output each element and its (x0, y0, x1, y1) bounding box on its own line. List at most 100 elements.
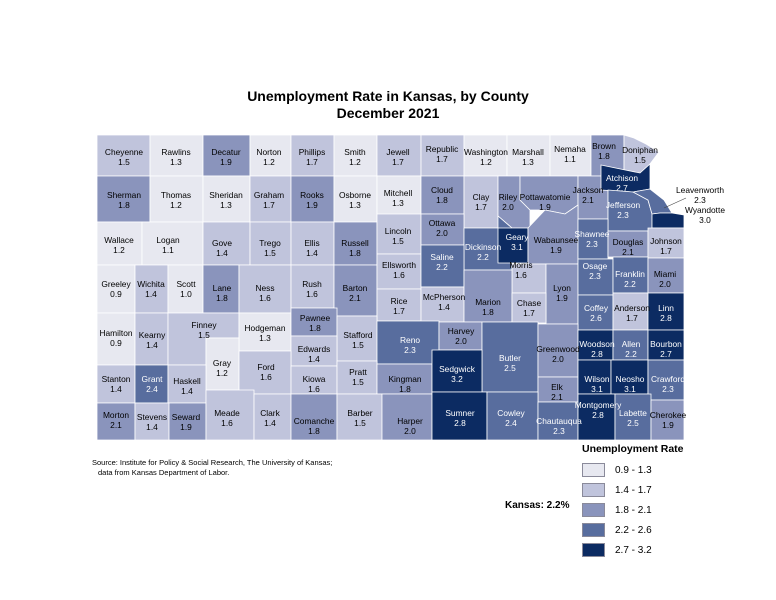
county-name-ellsworth: Ellsworth (382, 260, 416, 270)
county-name-bourbon: Bourbon (650, 339, 682, 349)
county-name-dickinson: Dickinson (465, 242, 502, 252)
county-value-neosho: 3.1 (624, 384, 636, 394)
county-value-sedgwick: 3.2 (451, 374, 463, 384)
legend-label: 1.8 - 2.1 (615, 504, 652, 516)
county-value-sherman: 1.8 (118, 200, 130, 210)
county-value-harper: 2.0 (404, 426, 416, 436)
county-value-meade: 1.6 (221, 418, 233, 428)
legend-item: 1.4 - 1.7 (582, 481, 742, 499)
county-value-chautauqua: 2.3 (553, 426, 565, 436)
county-value-wyandotte: 3.0 (699, 215, 711, 225)
county-value-wichita: 1.4 (145, 289, 157, 299)
county-name-miami: Miami (654, 269, 676, 279)
county-name-atchison: Atchison (606, 173, 638, 183)
county-value-osage: 2.3 (589, 271, 601, 281)
county-value-allen: 2.2 (625, 349, 637, 359)
county-name-sheridan: Sheridan (209, 190, 243, 200)
county-name-washington: Washington (464, 147, 508, 157)
county-value-haskell: 1.4 (181, 386, 193, 396)
county-value-saline: 2.2 (436, 262, 448, 272)
county-value-bourbon: 2.7 (660, 349, 672, 359)
legend-items: 0.9 - 1.3 1.4 - 1.7 1.8 - 2.1 2.2 - 2.6 2.7 … (582, 461, 742, 559)
county-value-riley: 2.0 (502, 202, 514, 212)
county-name-wabaunsee: Wabaunsee (534, 235, 579, 245)
county-name-kiowa: Kiowa (303, 374, 326, 384)
county-name-sherman: Sherman (107, 190, 141, 200)
county-value-ellsworth: 1.6 (393, 270, 405, 280)
county-value-comanche: 1.8 (308, 426, 320, 436)
county-value-sumner: 2.8 (454, 418, 466, 428)
county-name-sumner: Sumner (445, 408, 475, 418)
county-name-norton: Norton (256, 147, 281, 157)
county-name-kearny: Kearny (139, 330, 166, 340)
county-name-chase: Chase (517, 298, 542, 308)
county-value-gove: 1.4 (216, 248, 228, 258)
county-value-seward: 1.9 (180, 422, 192, 432)
county-value-chase: 1.7 (523, 308, 535, 318)
county-name-stevens: Stevens (137, 412, 167, 422)
county-value-shawnee: 2.3 (586, 239, 598, 249)
county-name-barber: Barber (347, 408, 372, 418)
county-name-pratt: Pratt (349, 367, 367, 377)
county-value-rice: 1.7 (393, 306, 405, 316)
county-name-smith: Smith (344, 147, 366, 157)
county-name-gray: Gray (213, 358, 232, 368)
county-value-wilson: 3.1 (591, 384, 603, 394)
county-value-cloud: 1.8 (436, 195, 448, 205)
legend-label: 2.2 - 2.6 (615, 524, 652, 536)
legend-item: 2.7 - 3.2 (582, 541, 742, 559)
county-name-osborne: Osborne (339, 190, 371, 200)
statewide-rate: Kansas: 2.2% (505, 500, 570, 511)
county-value-thomas: 1.2 (170, 200, 182, 210)
county-name-phillips: Phillips (299, 147, 326, 157)
county-value-butler: 2.5 (504, 363, 516, 373)
county-value-brown: 1.8 (598, 151, 610, 161)
county-name-chautauqua: Chautauqua (536, 416, 582, 426)
county-value-stafford: 1.5 (352, 340, 364, 350)
leavenworth-leader-line (663, 197, 687, 209)
county-name-linn: Linn (658, 303, 674, 313)
county-value-crawford: 2.3 (662, 384, 674, 394)
county-name-rush: Rush (302, 279, 322, 289)
county-value-atchison: 2.7 (616, 183, 628, 193)
county-value-gray: 1.2 (216, 368, 228, 378)
county-name-johnson: Johnson (650, 236, 682, 246)
county-name-clay: Clay (473, 192, 491, 202)
legend-swatch (582, 503, 605, 517)
county-value-dickinson: 2.2 (477, 252, 489, 262)
county-name-cherokee: Cherokee (650, 410, 687, 420)
legend-item: 0.9 - 1.3 (582, 461, 742, 479)
county-name-geary: Geary (506, 232, 530, 242)
county-value-smith: 1.2 (349, 157, 361, 167)
county-value-greeley: 0.9 (110, 289, 122, 299)
county-value-jackson: 2.1 (582, 195, 594, 205)
county-value-decatur: 1.9 (220, 157, 232, 167)
map-title: Unemployment Rate in Kansas, by County (247, 88, 529, 104)
county-name-reno: Reno (400, 335, 420, 345)
county-value-montgomery: 2.8 (592, 410, 604, 420)
county-name-ottawa: Ottawa (429, 218, 456, 228)
county-value-mitchell: 1.3 (392, 198, 404, 208)
legend-label: 1.4 - 1.7 (615, 484, 652, 496)
county-name-butler: Butler (499, 353, 521, 363)
county-value-clay: 1.7 (475, 202, 487, 212)
source-note: Source: Institute for Policy & Social Re… (92, 458, 332, 478)
county-name-barton: Barton (343, 283, 368, 293)
county-value-miami: 2.0 (659, 279, 671, 289)
county-name-stanton: Stanton (102, 374, 131, 384)
county-name-harvey: Harvey (448, 326, 475, 336)
county-name-elk: Elk (551, 382, 563, 392)
county-name-jewell: Jewell (386, 147, 409, 157)
county-value-wallace: 1.2 (113, 245, 125, 255)
county-value-lincoln: 1.5 (392, 236, 404, 246)
county-value-russell: 1.8 (349, 248, 361, 258)
county-labels: Cheyenne1.5Rawlins1.3Decatur1.9Norton1.2… (99, 141, 725, 436)
county-name-kingman: Kingman (388, 374, 421, 384)
county-shapes (96, 134, 685, 441)
county-name-ford: Ford (257, 362, 275, 372)
county-name-neosho: Neosho (616, 374, 645, 384)
county-name-morris: Morris (509, 260, 532, 270)
county-value-pawnee: 1.8 (309, 323, 321, 333)
county-value-mcpherson: 1.4 (438, 302, 450, 312)
